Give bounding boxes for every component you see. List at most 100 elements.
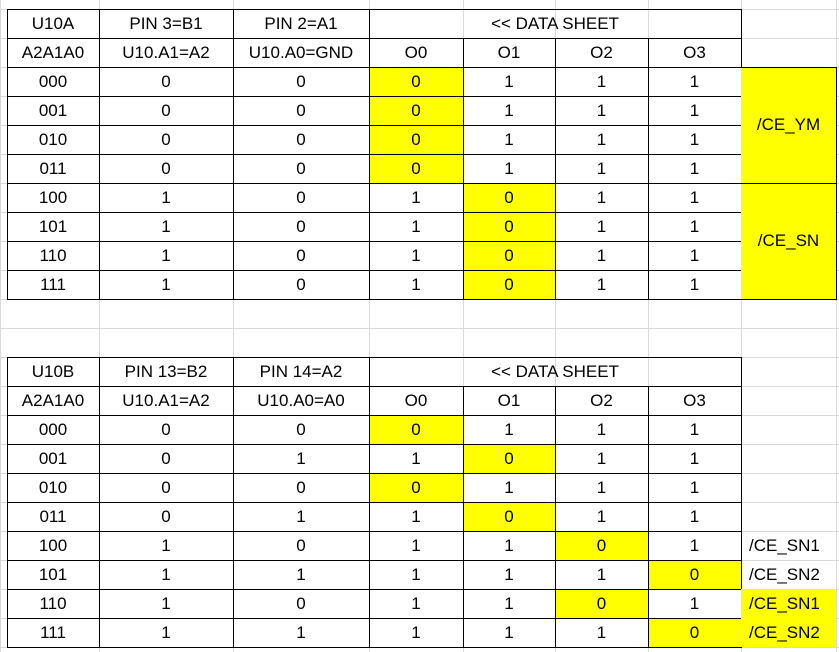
table-cell[interactable]: 0	[296, 593, 306, 613]
table-cell[interactable]: 1	[504, 100, 514, 120]
table-cell[interactable]: 000	[38, 71, 68, 91]
table-cell[interactable]: 1	[689, 71, 700, 91]
side-label[interactable]	[741, 444, 836, 473]
table-cell[interactable]: 1	[596, 71, 607, 91]
side-label[interactable]: /CE_SN2	[749, 564, 820, 584]
column-header[interactable]: O0	[404, 390, 428, 410]
table-cell[interactable]: 1	[504, 593, 514, 613]
table-cell[interactable]: 1	[504, 535, 514, 555]
side-label[interactable]: /CE_SN1	[749, 535, 820, 555]
side-label[interactable]	[741, 502, 836, 531]
table-cell[interactable]: 1	[296, 564, 306, 584]
table-cell[interactable]: 1	[411, 448, 421, 468]
table-cell[interactable]: 1	[596, 419, 607, 439]
table-cell[interactable]: 110	[39, 593, 67, 613]
column-header[interactable]: U10.A1=A2	[122, 390, 210, 410]
table-cell[interactable]: 1	[161, 593, 171, 613]
table-cell[interactable]: 0	[161, 129, 171, 149]
table-cell[interactable]: 0	[296, 477, 306, 497]
table-cell[interactable]: 001	[38, 100, 68, 120]
table-cell[interactable]: 1	[689, 477, 700, 497]
table-cell[interactable]: 0	[555, 589, 648, 618]
column-header[interactable]: O3	[683, 390, 706, 410]
table-cell[interactable]: 1	[504, 158, 514, 178]
side-label[interactable]	[741, 473, 836, 502]
table-cell[interactable]: 0	[161, 419, 171, 439]
table-cell[interactable]: 0	[463, 270, 555, 299]
column-header[interactable]: O2	[590, 390, 613, 410]
table-cell[interactable]: 1	[596, 187, 607, 207]
table-cell[interactable]: 1	[504, 477, 514, 497]
table-cell[interactable]: 1	[689, 506, 700, 526]
table-cell[interactable]: 1	[596, 622, 607, 642]
table-cell[interactable]: 1	[411, 535, 421, 555]
table-cell[interactable]: 0	[296, 216, 306, 236]
table-cell[interactable]: 0	[296, 535, 306, 555]
column-header[interactable]: A2A1A0	[21, 42, 85, 62]
table-cell[interactable]: 1	[161, 564, 171, 584]
table-cell[interactable]: 1	[504, 129, 514, 149]
table-cell[interactable]: 0	[463, 241, 555, 270]
header-cell[interactable]: U10A	[31, 13, 75, 33]
table-cell[interactable]: 000	[38, 419, 68, 439]
table-cell[interactable]: 100	[38, 187, 68, 207]
table-cell[interactable]: 1	[689, 274, 700, 294]
table-cell[interactable]: 1	[161, 187, 171, 207]
table-cell[interactable]: 0	[296, 158, 306, 178]
table-cell[interactable]: 101	[38, 564, 68, 584]
table-cell[interactable]: 1	[596, 158, 607, 178]
table-cell[interactable]: 0	[296, 129, 306, 149]
column-header[interactable]: A2A1A0	[21, 390, 85, 410]
table-cell[interactable]: 1	[689, 158, 700, 178]
table-cell[interactable]: 1	[161, 274, 171, 294]
table-cell[interactable]: 0	[161, 100, 171, 120]
table-cell[interactable]: 1	[596, 216, 607, 236]
table-cell[interactable]: 101	[38, 216, 68, 236]
table-cell[interactable]: 1	[689, 535, 700, 555]
table-cell[interactable]: 1	[161, 245, 171, 265]
column-header[interactable]: O1	[497, 390, 521, 410]
table-cell[interactable]: 0	[296, 245, 306, 265]
table-cell[interactable]: 1	[411, 245, 421, 265]
table-cell[interactable]: 1	[504, 71, 514, 91]
table-cell[interactable]: 0	[648, 560, 741, 589]
column-header[interactable]: O0	[404, 42, 428, 62]
table-cell[interactable]: 1	[411, 593, 421, 613]
table-cell[interactable]: 1	[689, 216, 700, 236]
table-cell[interactable]: 1	[504, 564, 514, 584]
side-label[interactable]: /CE_SN2	[741, 618, 836, 647]
table-cell[interactable]: 0	[296, 71, 306, 91]
side-label[interactable]: /CE_YM	[741, 67, 836, 183]
column-header[interactable]: O3	[683, 42, 706, 62]
table-cell[interactable]: 1	[689, 100, 700, 120]
table-cell[interactable]: 1	[411, 274, 421, 294]
table-cell[interactable]: 0	[369, 125, 463, 154]
table-cell[interactable]: 1	[411, 216, 421, 236]
table-cell[interactable]: 010	[38, 477, 68, 497]
table-cell[interactable]: 1	[411, 187, 421, 207]
table-cell[interactable]: 1	[689, 419, 700, 439]
table-cell[interactable]: 1	[411, 506, 421, 526]
header-cell[interactable]: PIN 3=B1	[129, 13, 203, 33]
table-cell[interactable]: 1	[689, 245, 700, 265]
table-cell[interactable]: 0	[369, 415, 463, 444]
column-header[interactable]: U10.A0=GND	[248, 42, 354, 62]
table-cell[interactable]: 0	[296, 100, 306, 120]
table-cell[interactable]: 0	[463, 183, 555, 212]
table-cell[interactable]: 011	[39, 506, 67, 526]
table-cell[interactable]: 0	[648, 618, 741, 647]
table-cell[interactable]: 0	[369, 473, 463, 502]
table-cell[interactable]: 0	[369, 154, 463, 183]
table-cell[interactable]: 010	[38, 129, 68, 149]
header-cell[interactable]: PIN 13=B2	[124, 361, 208, 381]
column-header[interactable]: O1	[497, 42, 521, 62]
table-cell[interactable]: 1	[411, 564, 421, 584]
table-cell[interactable]: 0	[369, 67, 463, 96]
table-cell[interactable]: 0	[463, 212, 555, 241]
table-cell[interactable]: 1	[296, 622, 306, 642]
table-cell[interactable]: 1	[296, 506, 306, 526]
table-cell[interactable]: 110	[39, 245, 67, 265]
table-cell[interactable]: 0	[296, 187, 306, 207]
column-header[interactable]: U10.A0=A0	[257, 390, 345, 410]
table-cell[interactable]: 111	[40, 274, 66, 294]
